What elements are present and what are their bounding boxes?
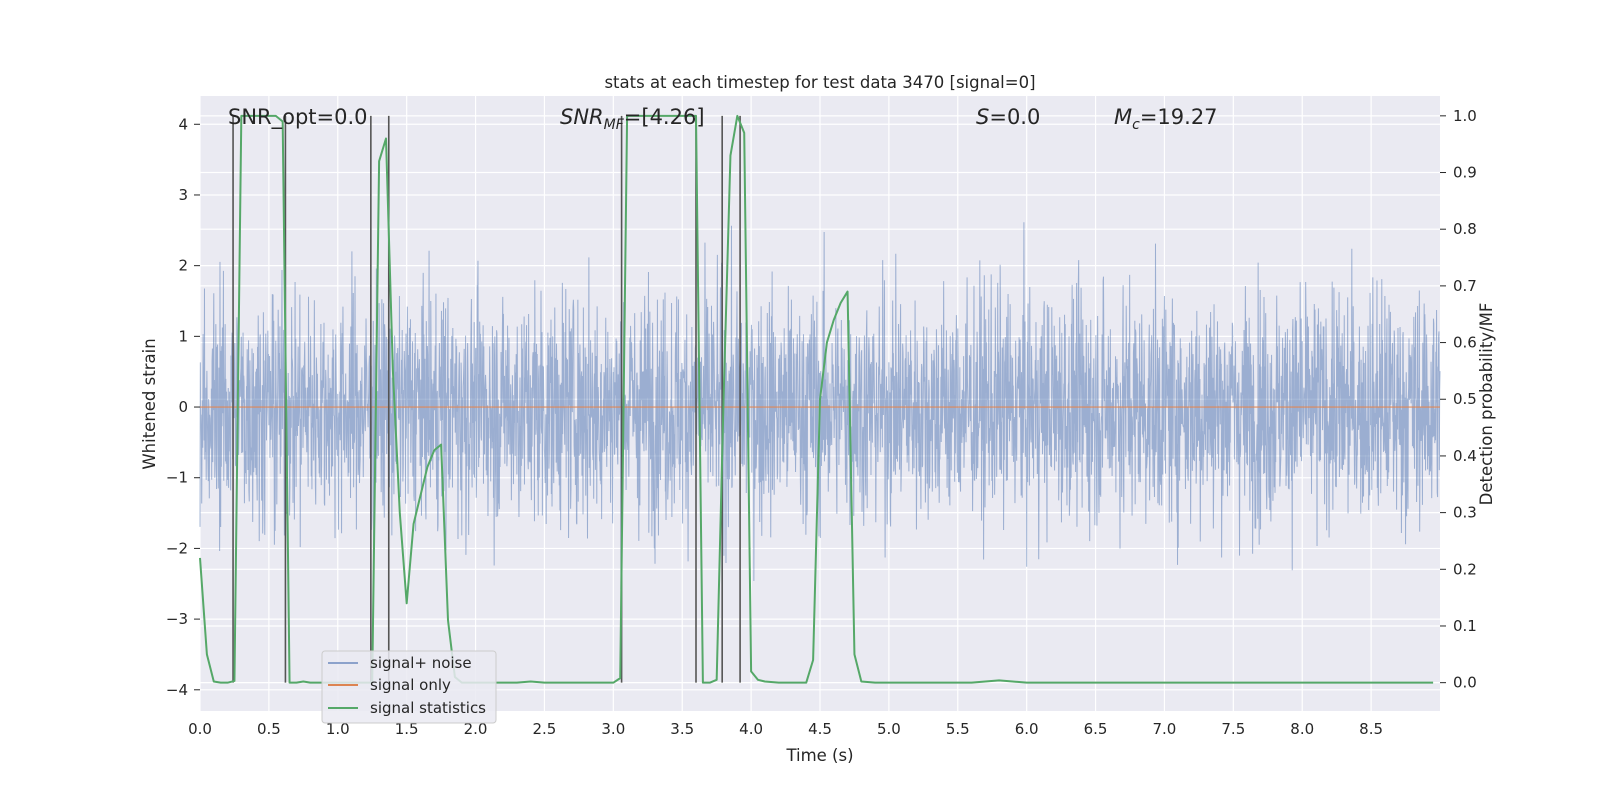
x-tick-label: 8.0: [1290, 720, 1314, 738]
annotation-snr-mf: SNRMF=[4.26]: [560, 105, 705, 133]
snr-mf-label: SNR: [560, 105, 604, 129]
y-axis-label: Whitened strain: [140, 338, 159, 469]
x-tick-label: 7.5: [1221, 720, 1245, 738]
x-tick-label: 1.0: [326, 720, 350, 738]
x-tick-label: 5.5: [946, 720, 970, 738]
x-tick-label: 6.5: [1084, 720, 1108, 738]
mc-value: =19.27: [1140, 105, 1218, 129]
x-tick-label: 2.0: [464, 720, 488, 738]
statistics-series: [199, 114, 1434, 684]
y2-tick-label: 0.4: [1453, 447, 1477, 465]
noise-series: [199, 222, 1441, 590]
y-tick-label: 1: [178, 327, 188, 345]
x-tick-label: 3.5: [670, 720, 694, 738]
x-axis-label: Time (s): [785, 746, 853, 765]
legend-entry-statistics: signal statistics: [370, 699, 486, 717]
y2-tick-label: 0.0: [1453, 674, 1477, 692]
y2-tick-label: 0.2: [1453, 560, 1477, 578]
x-tick-label: 7.0: [1153, 720, 1177, 738]
y2-tick-label: 0.6: [1453, 334, 1477, 352]
x-tick-label: 6.0: [1015, 720, 1039, 738]
y-tick-label: 0: [178, 398, 188, 416]
x-tick-label: 1.5: [395, 720, 419, 738]
y-tick-label: −4: [166, 681, 188, 699]
legend: signal+ noise signal only signal statist…: [321, 650, 497, 724]
snr-mf-value: =[4.26]: [624, 105, 705, 129]
x-tick-label: 5.0: [877, 720, 901, 738]
snr-mf-subscript: MF: [604, 117, 625, 133]
y2-tick-label: 0.7: [1453, 277, 1477, 295]
mc-subscript: c: [1132, 117, 1140, 133]
y2-tick-label: 0.8: [1453, 220, 1477, 238]
y-tick-label: 4: [178, 115, 188, 133]
y2-tick-label: 0.9: [1453, 164, 1477, 182]
y2-tick-label: 1.0: [1453, 107, 1477, 125]
x-tick-label: 8.5: [1359, 720, 1383, 738]
x-tick-label: 3.0: [601, 720, 625, 738]
statistics-line: [199, 114, 1434, 684]
y-tick-label: 3: [178, 186, 188, 204]
noise-line: [199, 222, 1441, 590]
s-label: S: [976, 105, 989, 129]
s-value: =0.0: [989, 105, 1040, 129]
y-tick-label: 2: [178, 257, 188, 275]
x-tick-label: 0.5: [257, 720, 281, 738]
y2-axis-label: Detection probability/MF: [1477, 303, 1496, 506]
x-tick-label: 0.0: [188, 720, 212, 738]
legend-entry-signal: signal only: [370, 676, 451, 694]
y2-tick-label: 0.3: [1453, 504, 1477, 522]
x-tick-label: 4.5: [808, 720, 832, 738]
annotation-s: S=0.0: [976, 105, 1040, 129]
annotation-mc: Mc=19.27: [1114, 105, 1218, 133]
x-tick-label: 2.5: [533, 720, 557, 738]
legend-entry-noise: signal+ noise: [370, 654, 472, 672]
mc-label: M: [1114, 105, 1132, 129]
y-tick-label: −3: [166, 610, 188, 628]
y2-tick-label: 0.1: [1453, 617, 1477, 635]
chart-title: stats at each timestep for test data 347…: [604, 73, 1035, 92]
y-tick-label: −1: [166, 469, 188, 487]
annotation-snr-opt: SNR_opt=0.0: [228, 105, 368, 130]
y2-tick-label: 0.5: [1453, 390, 1477, 408]
x-tick-label: 4.0: [739, 720, 763, 738]
tick-labels: 0.0 0.5 1.0 1.5 2.0 2.5 3.0 3.5 4.0 4.5 5.0 5.5 6.0 6…: [166, 107, 1477, 738]
legend-box: [321, 650, 497, 724]
y-tick-label: −2: [166, 539, 188, 557]
